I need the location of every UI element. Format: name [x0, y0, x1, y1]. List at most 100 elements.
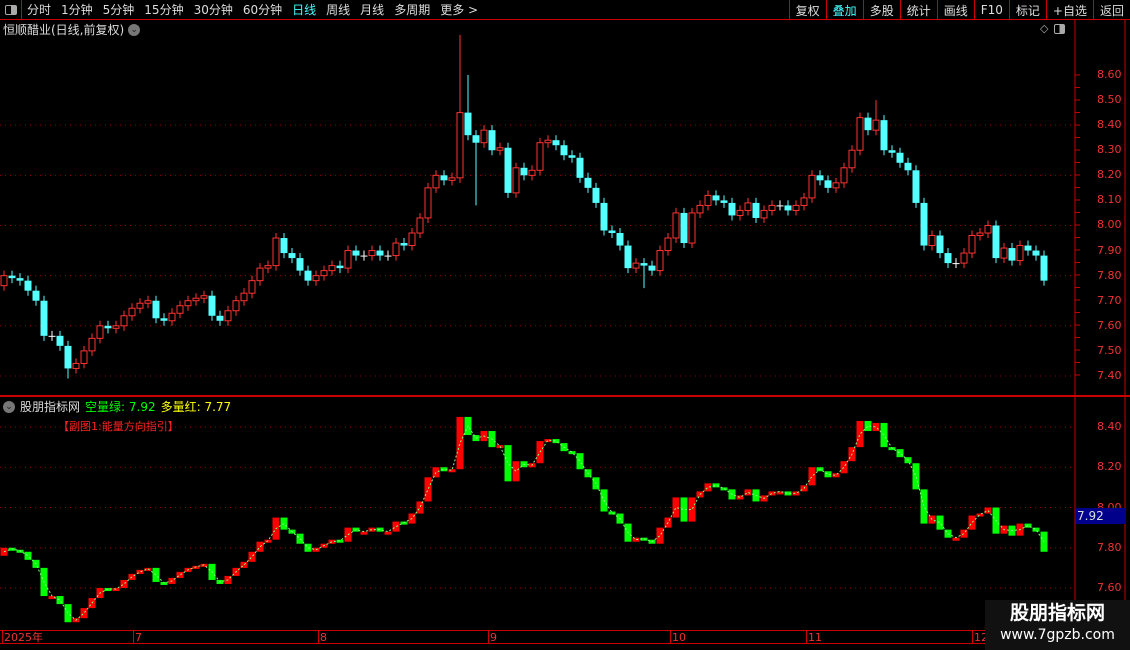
- candle-body-down: [816, 175, 824, 181]
- candle-body-up: [456, 112, 464, 179]
- panel-toggle-icon[interactable]: [1054, 23, 1066, 34]
- candle-body-down: [304, 270, 312, 281]
- toolbar-button[interactable]: 复权: [788, 0, 826, 20]
- candle-body-down: [216, 315, 224, 321]
- candle-body-up: [416, 217, 424, 234]
- indicator-bar: [256, 541, 264, 552]
- candle-body-down: [584, 177, 592, 188]
- candle-body-down: [560, 145, 568, 156]
- candle-body-up: [168, 312, 176, 322]
- indicator-bar: [736, 495, 744, 500]
- period-tab[interactable]: 多周期: [394, 3, 431, 17]
- candle-body-down: [1024, 245, 1032, 251]
- candle-body-up: [80, 350, 88, 364]
- indicator-bar: [744, 489, 752, 496]
- period-tab[interactable]: 1分钟: [61, 3, 93, 17]
- period-tab[interactable]: 30分钟: [193, 3, 233, 17]
- candle-body-up: [424, 187, 432, 219]
- candle-body-down: [1040, 255, 1048, 281]
- candle-body-down: [32, 290, 40, 301]
- candle-body-up: [664, 237, 672, 252]
- indicator-bar: [656, 527, 664, 544]
- axis-label: 8.40: [1097, 420, 1122, 433]
- indicator-bar: [824, 471, 832, 478]
- toolbar-button[interactable]: 画线: [936, 0, 974, 20]
- indicator-bar: [544, 439, 552, 443]
- indicator-bar: [552, 439, 560, 444]
- indicator-bar: [360, 531, 368, 535]
- period-tab[interactable]: 更多 >: [440, 3, 479, 17]
- candle-body-up: [224, 310, 232, 322]
- stock-title: 恒顺醋业(日线,前复权): [3, 23, 125, 37]
- period-tabs: 分时 1分钟 5分钟 15分钟 30分钟 60分钟 日线 周线 月线 多周期 更多 >: [22, 1, 483, 18]
- watermark-url: www.7gpzb.com: [1000, 627, 1115, 643]
- candle-body-up: [744, 202, 752, 211]
- period-tab[interactable]: 分时: [27, 3, 52, 17]
- chevron-down-icon[interactable]: ⌄: [128, 23, 141, 36]
- candle-body-up: [832, 182, 840, 189]
- toolbar-button[interactable]: 叠加: [825, 0, 863, 20]
- indicator-bar: [240, 561, 248, 568]
- candle-body-down: [712, 195, 720, 201]
- period-tab[interactable]: 15分钟: [144, 3, 184, 17]
- candle-body-down: [8, 275, 16, 279]
- candle-body-down: [576, 157, 584, 178]
- date-label: 10: [670, 631, 686, 644]
- candle-body-up: [240, 292, 248, 302]
- indicator-bar: [680, 497, 688, 522]
- candle-body-down: [752, 202, 760, 218]
- indicator-bar: [896, 449, 904, 458]
- candle-body-up: [136, 302, 144, 309]
- candle-body-down: [864, 117, 872, 131]
- candle-body-down: [56, 335, 64, 346]
- layout-toggle-icon[interactable]: [0, 0, 22, 20]
- axis-label: 7.80: [1097, 540, 1122, 554]
- indicator-bar: [920, 489, 928, 524]
- candle-body-up: [960, 252, 968, 264]
- indicator-bar: [936, 515, 944, 530]
- period-tab[interactable]: 月线: [360, 3, 385, 17]
- period-tab[interactable]: 日线: [292, 3, 317, 17]
- candle-body-up: [344, 250, 352, 269]
- candle-body-down: [520, 167, 528, 176]
- indicator-bar: [56, 596, 64, 605]
- toolbar-button[interactable]: F10: [973, 0, 1009, 20]
- chevron-down-icon[interactable]: ⌄: [3, 400, 15, 413]
- candle-body-down: [944, 253, 952, 264]
- period-tab[interactable]: 5分钟: [102, 3, 135, 17]
- axis-label: 7.90: [1097, 243, 1122, 257]
- candle-body-up: [704, 194, 712, 206]
- candle-body-up: [768, 204, 776, 211]
- indicator-title: ⌄ 股朋指标网 空量绿: 7.92 多量红: 7.77: [3, 398, 231, 415]
- candle-body-down: [104, 325, 112, 329]
- candle-body-down: [64, 345, 72, 369]
- indicator-bar: [768, 491, 776, 496]
- candle-body-up: [736, 209, 744, 216]
- candle-body-down: [896, 152, 904, 163]
- indicator-bar: [968, 515, 976, 530]
- indicator-bar: [80, 608, 88, 619]
- toolbar-button[interactable]: 标记: [1008, 0, 1046, 20]
- axis-label: 7.60: [1097, 581, 1122, 594]
- candle-body-down: [1008, 248, 1016, 261]
- indicator-bar: [392, 521, 400, 532]
- candle-body-up: [496, 147, 504, 151]
- axis-label: 7.80: [1097, 268, 1122, 282]
- diamond-icon[interactable]: ◇: [1040, 22, 1049, 35]
- candle-body-down: [888, 150, 896, 153]
- period-tab[interactable]: 周线: [326, 3, 351, 17]
- candle-body-down: [952, 263, 960, 265]
- period-tab[interactable]: 60分钟: [242, 3, 283, 17]
- date-label: 8: [318, 631, 327, 644]
- candle-body-down: [440, 175, 448, 181]
- toolbar-button[interactable]: 统计: [899, 0, 937, 20]
- date-label: 2025年: [2, 631, 43, 644]
- toolbar-button[interactable]: +自选: [1045, 0, 1093, 20]
- candle-body-up: [392, 242, 400, 257]
- toolbar-button[interactable]: 多股: [862, 0, 900, 20]
- indicator-bar: [784, 491, 792, 496]
- toolbar-button[interactable]: 返回: [1092, 0, 1130, 20]
- red-value: 多量红: 7.77: [160, 400, 232, 414]
- candle-body-down: [640, 263, 648, 266]
